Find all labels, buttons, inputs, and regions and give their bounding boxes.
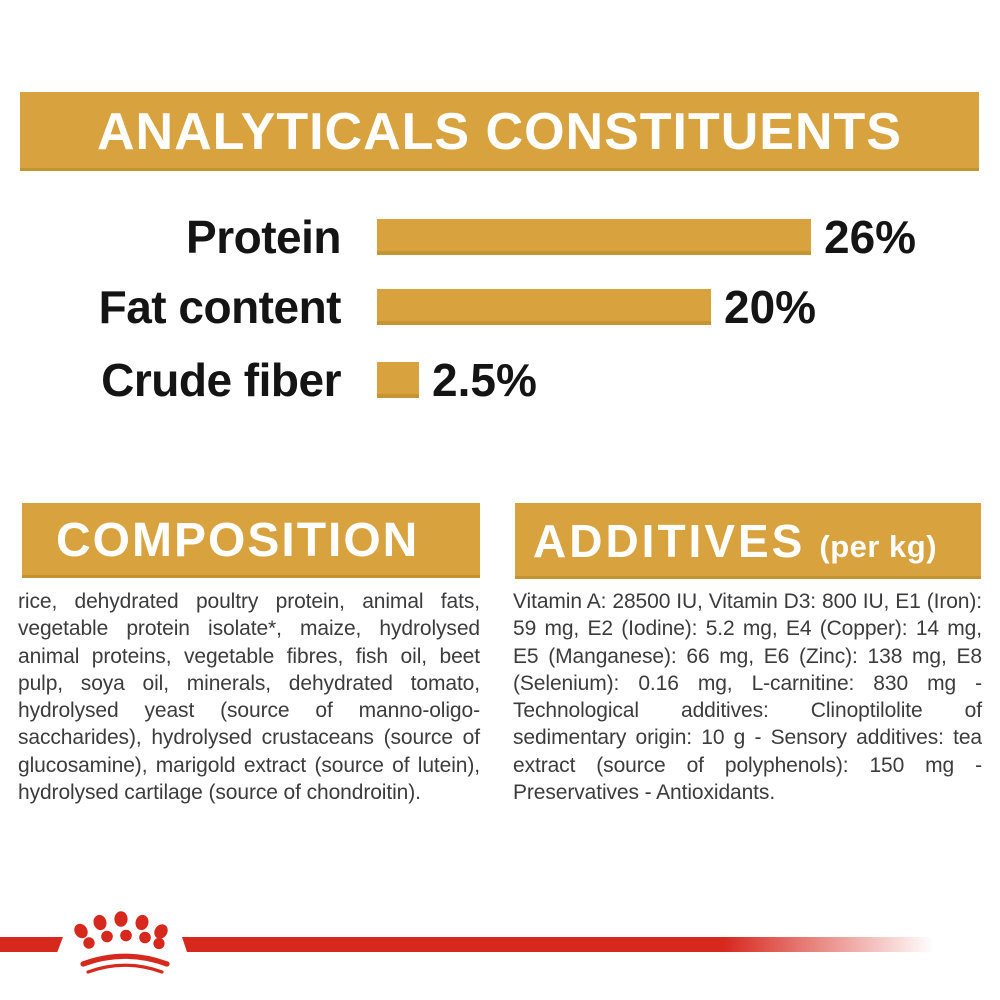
footer-stripe-right (182, 937, 934, 952)
analytical-constituents-chart: Protein 26% Fat content 20% Crude fiber 2.5% (0, 0, 1000, 440)
chart-category-label: Fat content (98, 281, 342, 333)
additives-per-kg-label: (per kg) (819, 529, 938, 564)
additives-title: ADDITIVES (533, 515, 806, 567)
chart-category-label: Protein (186, 211, 341, 263)
chart-row-protein: Protein 26% (0, 211, 916, 263)
composition-banner: COMPOSITION (22, 503, 480, 578)
chart-value-label: 26% (824, 211, 917, 263)
chart-row-crude-fiber: Crude fiber 2.5% (0, 354, 537, 406)
analyticals-title: ANALYTICALS CONSTITUENTS (97, 102, 902, 161)
chart-bar (377, 362, 419, 398)
chart-category-label: Crude fiber (101, 354, 341, 406)
additives-text: Vitamin A: 28500 IU, Vitamin D3: 800 IU,… (513, 590, 982, 805)
analyticals-banner: ANALYTICALS CONSTITUENTS (20, 92, 979, 171)
chart-value-label: 20% (724, 281, 817, 333)
chart-value-label: 2.5% (432, 354, 537, 406)
composition-text: rice, dehydrated poultry protein, animal… (18, 590, 480, 805)
composition-title: COMPOSITION (56, 514, 420, 567)
additives-banner: ADDITIVES (per kg) (515, 503, 981, 579)
chart-row-fat-content: Fat content 20% (0, 281, 816, 333)
chart-bar (377, 289, 711, 325)
footer-stripe-left (0, 937, 63, 952)
chart-bar (377, 219, 811, 255)
royal-canin-crown-logo-icon (74, 911, 170, 974)
